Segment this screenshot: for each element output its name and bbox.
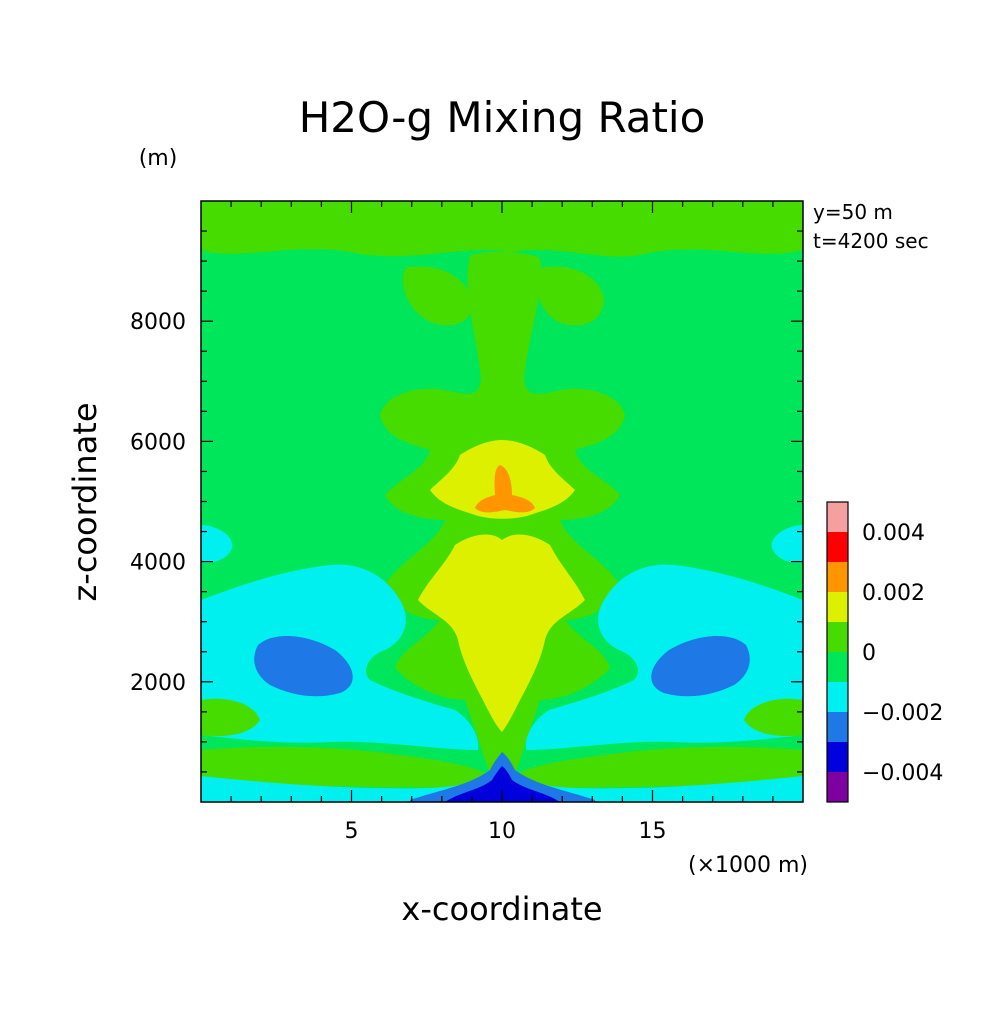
colorbar-label: 0.002 [862, 581, 925, 606]
region-lime-lower-left [201, 698, 260, 737]
region-orange [475, 465, 535, 513]
colorbar-swatch [827, 712, 848, 742]
contour-field [201, 201, 803, 802]
region-cyan-left [201, 525, 479, 750]
y-axis: 2000 4000 6000 8000 [130, 230, 803, 773]
region-yellow-lower [418, 534, 585, 732]
region-lime-top-left [402, 266, 473, 326]
region-lime-top [201, 201, 803, 257]
region-blue-left [254, 635, 353, 697]
x-tick-label: 10 [488, 819, 516, 844]
x-axis: 5 10 15 [230, 201, 774, 844]
colorbar-swatch [827, 502, 848, 532]
y-tick-label: 8000 [130, 310, 186, 335]
colorbar-swatch [827, 532, 848, 562]
region-lime-bottom-band-r [514, 746, 803, 790]
y-unit-label: (m) [139, 146, 178, 171]
colorbar-label: 0 [862, 641, 876, 666]
region-cyan-right [525, 525, 803, 750]
colorbar-swatch [827, 562, 848, 592]
region-lime-column [380, 251, 625, 790]
chart-title: H2O-g Mixing Ratio [299, 93, 706, 142]
colorbar-label: −0.004 [862, 761, 943, 786]
colorbar: −0.004 −0.002 0 0.002 0.004 [826, 501, 943, 803]
colorbar-swatch [827, 682, 848, 712]
region-lime-lower-right [744, 698, 803, 737]
colorbar-swatch [827, 622, 848, 652]
region-blue-right [651, 635, 750, 697]
colorbar-swatch [827, 652, 848, 682]
colorbar-label: 0.004 [862, 521, 925, 546]
annotation-t: t=4200 sec [813, 229, 929, 253]
x-tick-label: 15 [639, 819, 667, 844]
colorbar-swatch [827, 742, 848, 772]
x-axis-label: x-coordinate [401, 890, 602, 928]
colorbar-swatch [827, 592, 848, 622]
y-axis-label: z-coordinate [66, 402, 104, 601]
region-lime-top-right [536, 266, 604, 326]
region-darkblue [445, 766, 560, 802]
colorbar-swatch [827, 772, 848, 802]
x-unit-label: (×1000 m) [688, 853, 808, 878]
region-lime-bottom-band [201, 746, 490, 790]
y-tick-label: 4000 [130, 551, 186, 576]
y-tick-label: 2000 [130, 671, 186, 696]
x-tick-label: 5 [345, 819, 359, 844]
y-tick-label: 6000 [130, 430, 186, 455]
annotation-y: y=50 m [813, 200, 893, 224]
colorbar-frame [826, 501, 849, 803]
colorbar-label: −0.002 [862, 701, 943, 726]
